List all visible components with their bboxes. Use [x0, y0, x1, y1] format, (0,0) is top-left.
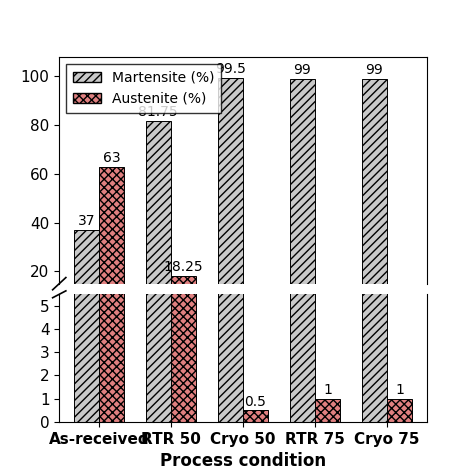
- Bar: [73, 230, 99, 320]
- Bar: [290, 79, 315, 320]
- Text: 99.5: 99.5: [215, 62, 246, 76]
- Text: 37: 37: [78, 214, 95, 228]
- Bar: [243, 410, 268, 422]
- Text: 0.5: 0.5: [245, 395, 266, 409]
- Bar: [146, 0, 171, 422]
- Bar: [73, 0, 99, 422]
- Bar: [315, 399, 340, 422]
- Bar: [171, 0, 196, 422]
- Bar: [218, 78, 243, 320]
- Text: 18.25: 18.25: [164, 260, 203, 274]
- Bar: [362, 79, 387, 320]
- Bar: [290, 0, 315, 422]
- Text: 63: 63: [103, 151, 120, 164]
- Legend: Martensite (%), Austenite (%): Martensite (%), Austenite (%): [66, 64, 221, 113]
- X-axis label: Process condition: Process condition: [160, 452, 326, 470]
- Bar: [315, 318, 340, 320]
- Text: 99: 99: [365, 63, 383, 77]
- Bar: [387, 318, 412, 320]
- Text: 81.75: 81.75: [138, 105, 178, 119]
- Bar: [171, 276, 196, 320]
- Bar: [146, 121, 171, 320]
- Text: 99: 99: [293, 63, 311, 77]
- Bar: [362, 0, 387, 422]
- Bar: [243, 319, 268, 320]
- Bar: [387, 399, 412, 422]
- Text: 1: 1: [395, 383, 404, 397]
- Bar: [99, 0, 124, 422]
- Bar: [218, 0, 243, 422]
- Text: 1: 1: [323, 383, 332, 397]
- Bar: [99, 167, 124, 320]
